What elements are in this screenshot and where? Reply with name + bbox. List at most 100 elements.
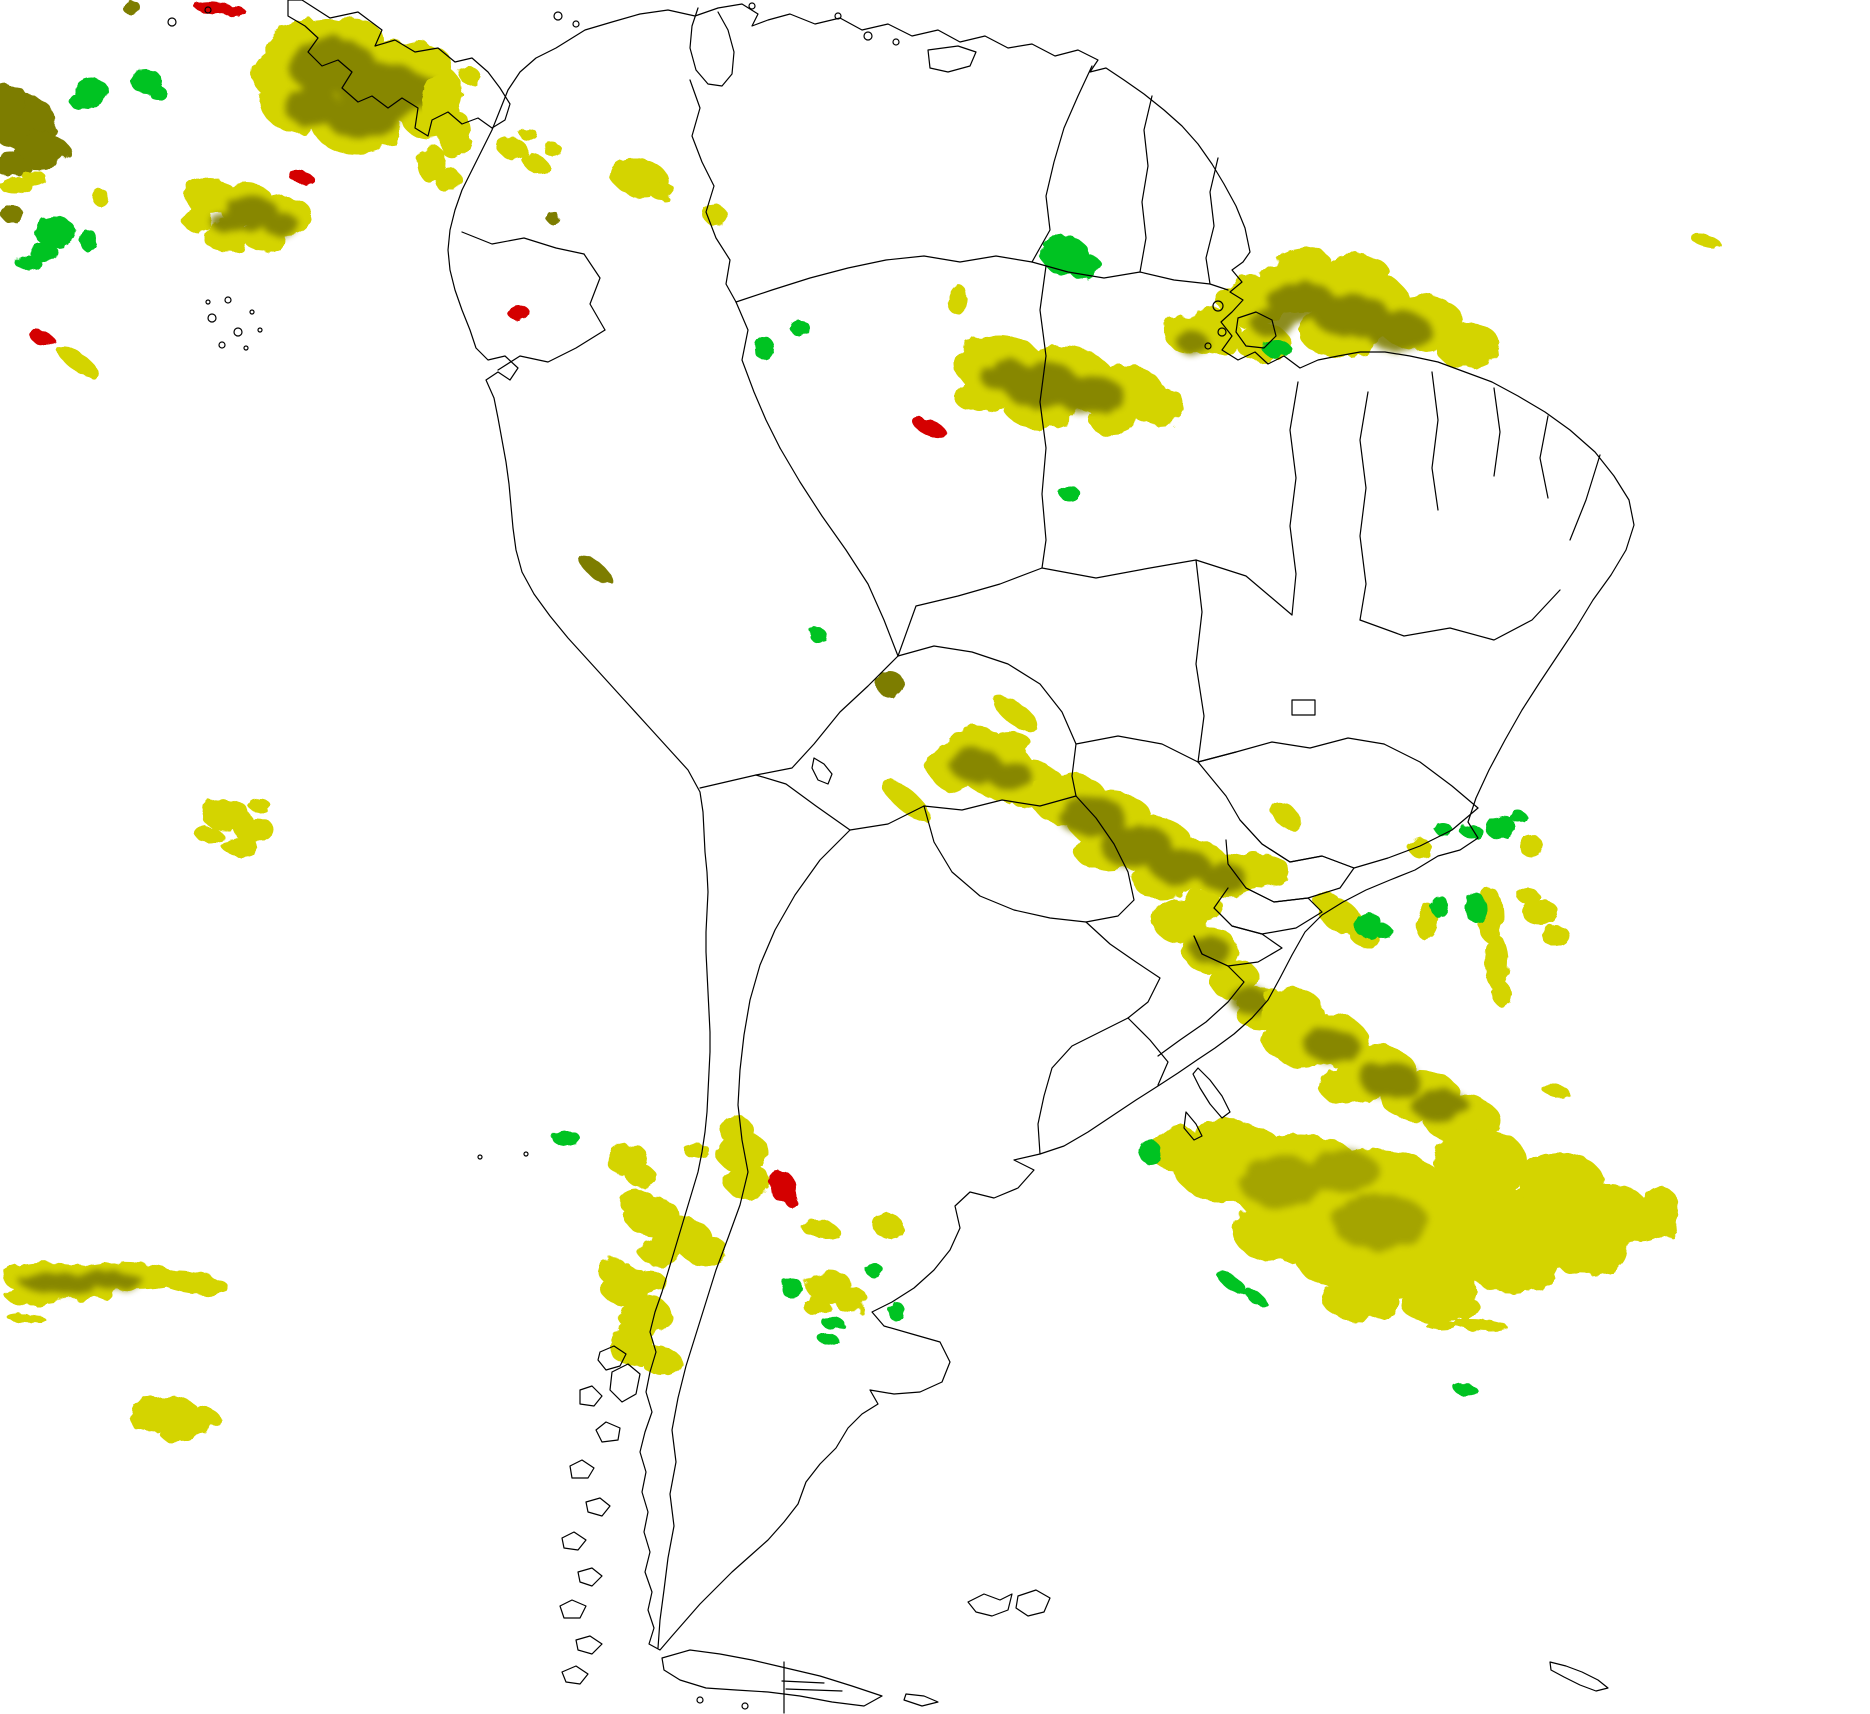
state-border-para-maranhao <box>1289 381 1299 616</box>
cloud-olive-left-streak-core <box>18 1270 143 1294</box>
cell-red-pacific <box>28 329 56 347</box>
island-tierra-del-fuego <box>661 1649 883 1707</box>
cloud-olive-band-main-core <box>1059 796 1247 892</box>
island-staten <box>903 1693 939 1707</box>
border-paraguay-brazil <box>1075 795 1135 923</box>
border-guianas-brazil <box>1031 261 1229 291</box>
cloud-yellow-east-dash <box>1690 233 1722 249</box>
cloud-green-rio-offshore <box>1465 893 1487 923</box>
state-border-bahia-north <box>1359 589 1561 641</box>
cell-red-amazonas <box>912 417 948 439</box>
island-fjord-8 <box>559 1599 587 1619</box>
island-dot-providencia <box>204 6 212 14</box>
lake-titicaca-outline <box>811 757 833 785</box>
border-bolivia-argentina <box>849 805 925 831</box>
cloud-yellow-pacific-speckle <box>197 799 274 856</box>
island-dot-galapagos-8 <box>205 299 211 305</box>
cloud-yellow-argentina-speck-1 <box>800 1219 840 1239</box>
cloud-green-chile <box>552 1130 580 1146</box>
cloud-green-amazonas <box>810 627 826 643</box>
island-fjord-9 <box>575 1635 603 1655</box>
cloud-green-argentina-1 <box>781 1278 803 1298</box>
cloud-green-nw-2 <box>131 70 167 100</box>
border-uruguay-argentina <box>1037 1017 1129 1155</box>
patch-layer <box>0 1 1722 1441</box>
cloud-olive-band-southeast-core <box>1304 1030 1468 1122</box>
cloud-yellow-argentina-cluster <box>803 1270 870 1315</box>
border-guyana-suriname <box>1139 95 1153 273</box>
island-falkland-east <box>1015 1589 1051 1617</box>
island-chiloe <box>609 1363 641 1403</box>
cloud-yellow-pacific-streak <box>57 346 99 378</box>
state-border-minas-east <box>1383 743 1479 809</box>
cloud-yellow-left-fringe <box>0 170 46 195</box>
island-dot-aruba <box>748 2 756 10</box>
island-fjord-3 <box>595 1421 621 1443</box>
cloud-yellow-andes-small <box>684 1143 710 1159</box>
island-dot-cape-horn <box>741 1702 749 1710</box>
island-dot-carib-1 <box>553 11 563 21</box>
island-fjord-7 <box>577 1567 603 1587</box>
island-dot-galapagos-2 <box>224 296 232 304</box>
state-border-sao-paulo <box>1225 819 1355 903</box>
island-dot-margarita-2 <box>892 38 900 46</box>
island-dot-marajo-islet-1 <box>1212 300 1224 312</box>
state-border-para-matogrosso <box>1041 559 1293 616</box>
border-peru-brazil <box>779 447 899 657</box>
island-dot-san-andres <box>167 17 177 27</box>
island-fjord-5 <box>585 1497 611 1517</box>
cloud-yellow-bolivia-streak-1 <box>881 778 931 822</box>
lake-maracaibo-outline <box>689 7 735 87</box>
state-border-maranhao-piaui <box>1359 391 1369 621</box>
cloud-green-south-dashes <box>1217 1271 1268 1307</box>
state-border-amazonas-rondonia <box>897 567 1043 657</box>
state-border-ne-3 <box>1539 415 1549 499</box>
cloud-yellow-streak-north-of-mass <box>1477 887 1511 1007</box>
island-dot-galapagos-5 <box>218 341 226 349</box>
cloud-green-peru-1 <box>754 336 774 360</box>
cloud-yellow-chile-mid <box>619 1189 727 1267</box>
cell-red-ecuador <box>508 305 530 321</box>
cloud-yellow-andes-big <box>716 1117 771 1200</box>
cloud-green-south-atlantic <box>1453 1383 1479 1397</box>
cloud-green-rio-chain <box>1435 810 1526 840</box>
cloud-green-argentina-4 <box>817 1332 839 1346</box>
cloud-green-sp-2 <box>1431 896 1449 918</box>
border-bolivia-paraguay <box>923 795 1077 811</box>
island-dot-bonaire <box>834 12 842 20</box>
cloud-yellow-ne-streaks <box>495 128 561 175</box>
border-venezuela-guyana <box>1031 65 1093 263</box>
state-border-ne-1 <box>1431 371 1439 511</box>
border-tdf-dash-2 <box>785 1688 843 1692</box>
border-colombia-peru <box>583 253 606 331</box>
cloud-yellow-rio-1 <box>1409 838 1431 858</box>
island-dot-marajo-islet-3 <box>1204 342 1212 350</box>
coastline-south-america <box>447 3 1635 1651</box>
island-falkland-west <box>967 1593 1013 1617</box>
island-dot-juan-fernandez-1 <box>477 1154 483 1160</box>
cloud-yellow-small-ne-mass <box>1541 1083 1571 1099</box>
cell-red-west <box>289 171 315 185</box>
cloud-olive-bolivia-round <box>876 671 904 697</box>
island-trinidad <box>927 45 977 73</box>
border-ecuador-peru <box>497 329 606 371</box>
border-colombia-venezuela <box>689 79 737 303</box>
border-colombia-ecuador <box>461 231 585 255</box>
state-border-df-square <box>1291 699 1316 716</box>
island-dot-galapagos-4 <box>249 309 255 315</box>
cloud-yellow-se-rio-cluster <box>1517 888 1570 947</box>
cloud-olive-dot-colombia <box>546 212 560 224</box>
cloud-yellow-left-small <box>6 1312 46 1324</box>
cell-red-argentina <box>770 1170 798 1207</box>
island-dot-horn-2 <box>696 1696 704 1704</box>
coastline-central-america <box>287 0 511 137</box>
cloud-green-guyana <box>1042 234 1103 281</box>
cloud-yellow-streak-south-mass <box>1424 1318 1508 1332</box>
cloud-yellow-rio-3 <box>1271 802 1301 830</box>
cloud-green-sp-1 <box>1354 912 1392 938</box>
cloud-yellow-bottom-left <box>130 1395 222 1441</box>
cloud-green-argentina-2 <box>866 1262 882 1278</box>
island-fjord-6 <box>561 1531 587 1551</box>
cloud-green-nw-1 <box>70 78 109 110</box>
